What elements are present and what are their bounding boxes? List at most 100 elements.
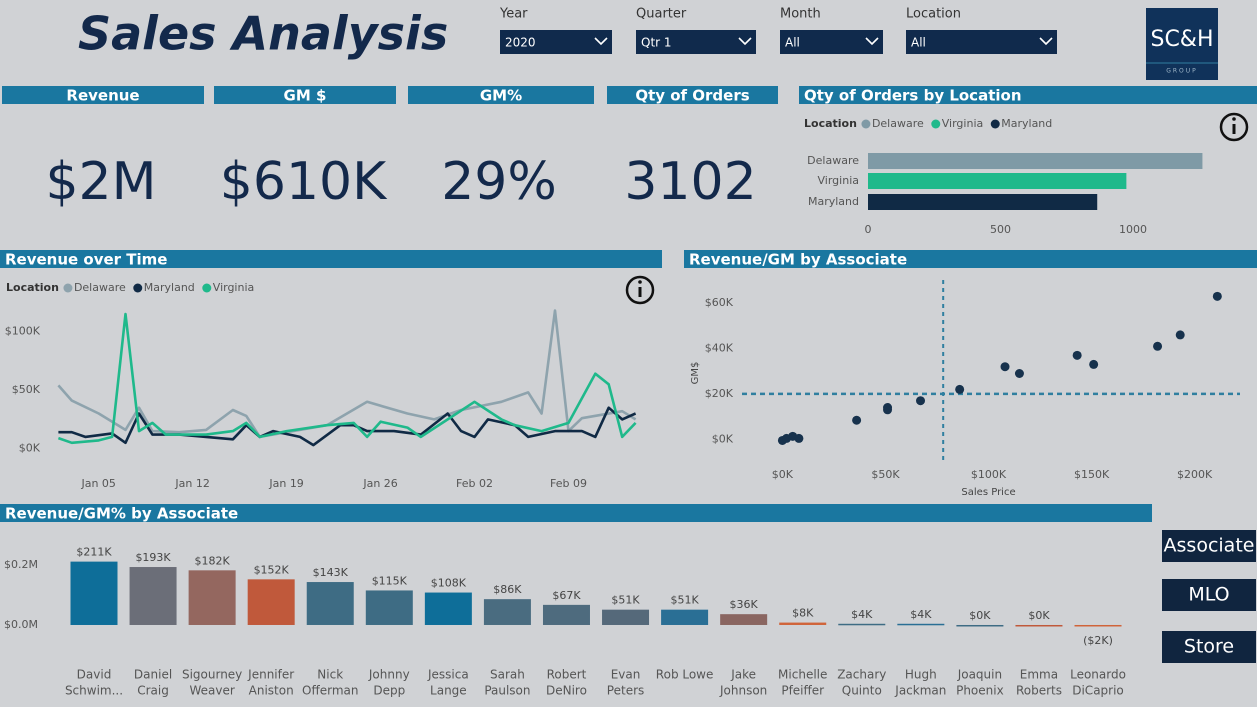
y-tick-label: $100K: [5, 325, 41, 338]
x-tick-label: DiCaprio: [1072, 684, 1124, 698]
legend-swatch: [990, 119, 1000, 129]
scatter-point: [1153, 341, 1163, 351]
legend-title: Location: [804, 117, 857, 130]
bar: [868, 173, 1127, 189]
x-tick-label: Nick: [317, 668, 343, 682]
line-series: [57, 312, 637, 445]
x-tick-label: Zachary: [837, 668, 886, 682]
kpi-header: [214, 86, 396, 104]
value-label: $182K: [195, 554, 231, 567]
bar: [70, 561, 118, 625]
filter-dropdown[interactable]: [780, 30, 883, 54]
filter-value: All: [785, 36, 800, 50]
legend-label: Delaware: [74, 281, 126, 294]
dropdown-chevron: [1039, 37, 1053, 46]
y-tick-label: $0K: [712, 432, 734, 445]
y-tick-label: $40K: [705, 342, 734, 355]
kpi-title: GM $: [284, 87, 327, 105]
bar: [424, 592, 472, 625]
x-tick-label: Schwim...: [65, 684, 123, 698]
x-tick-label: 1000: [1119, 223, 1147, 236]
value-label: $115K: [372, 574, 408, 587]
legend-title: Location: [6, 281, 59, 294]
bar: [897, 623, 945, 626]
logo-subtitle: GROUP: [1166, 68, 1198, 75]
kpi-value: 3102: [624, 152, 756, 212]
legend-swatch: [133, 283, 143, 293]
bar: [779, 622, 827, 625]
info-icon[interactable]: [625, 275, 655, 305]
x-tick-label: Sigourney: [182, 668, 242, 682]
bar: [720, 614, 768, 625]
scatter-point: [1072, 350, 1082, 360]
filter-dropdown[interactable]: [500, 30, 612, 54]
dropdown-chevron: [738, 37, 752, 46]
section-title: Revenue over Time: [5, 251, 167, 269]
x-tick-label: Phoenix: [956, 684, 1004, 698]
x-tick-label: Evan: [611, 668, 641, 682]
filter-label: Quarter: [636, 7, 687, 22]
kpi-header: [607, 86, 778, 104]
bar: [1015, 624, 1063, 627]
bar: [247, 579, 295, 625]
filter-dropdown[interactable]: [906, 30, 1057, 54]
value-label: $193K: [135, 551, 171, 564]
nav-button-label: MLO: [1188, 584, 1229, 606]
nav-button[interactable]: [1162, 631, 1256, 663]
legend-label: Delaware: [872, 117, 924, 130]
x-tick-label: Lange: [430, 684, 467, 698]
value-label: $211K: [76, 546, 112, 559]
bar: [868, 194, 1098, 210]
kpi-value: 29%: [441, 152, 557, 212]
x-tick-label: Sarah: [490, 668, 525, 682]
x-tick-label: Quinto: [842, 684, 882, 698]
kpi-value: $2M: [45, 152, 156, 212]
bar: [1074, 624, 1122, 627]
x-tick-label: Pfeiffer: [781, 684, 824, 698]
x-tick-label: DeNiro: [546, 684, 587, 698]
x-tick-label: Jackman: [894, 684, 946, 698]
kpi-title: GM%: [480, 87, 522, 105]
x-tick-label: Feb 02: [456, 477, 493, 490]
section-header: [799, 86, 1257, 104]
section-header: [0, 504, 1152, 522]
value-label: $8K: [792, 607, 814, 620]
y-tick-label: $0K: [19, 442, 41, 455]
scatter-point: [1000, 362, 1010, 372]
x-tick-label: Johnny: [368, 668, 410, 682]
bar: [838, 623, 886, 626]
scatter-point: [883, 405, 893, 415]
scatter-point: [916, 396, 926, 406]
scatter-point: [852, 415, 862, 425]
x-tick-label: Hugh: [905, 668, 937, 682]
nav-button-label: Store: [1184, 636, 1234, 658]
info-icon[interactable]: [1219, 112, 1249, 142]
y-tick-label: Delaware: [807, 154, 859, 167]
filter-label: Location: [906, 7, 961, 22]
value-label: $0K: [1028, 609, 1050, 622]
x-tick-label: Michelle: [778, 668, 827, 682]
x-tick-label: Roberts: [1016, 684, 1062, 698]
nav-button[interactable]: [1162, 530, 1256, 562]
x-tick-label: Joaquin: [957, 668, 1002, 682]
x-tick-label: Jan 19: [268, 477, 303, 490]
bar: [956, 624, 1004, 627]
x-tick-label: Offerman: [302, 684, 358, 698]
bar: [483, 599, 531, 625]
x-tick-label: Jennifer: [247, 668, 294, 682]
logo-text: SC&H: [1150, 27, 1213, 52]
legend-label: Maryland: [1001, 117, 1052, 130]
x-tick-label: 0: [865, 223, 872, 236]
nav-button-label: Associate: [1164, 535, 1255, 557]
kpi-title: Qty of Orders: [635, 87, 749, 105]
x-tick-label: Aniston: [249, 684, 294, 698]
nav-button[interactable]: [1162, 579, 1256, 611]
value-label: $4K: [851, 608, 873, 621]
section-title: Qty of Orders by Location: [804, 87, 1022, 105]
value-label: $152K: [254, 563, 290, 576]
filter-dropdown[interactable]: [636, 30, 756, 54]
y-tick-label: $20K: [705, 387, 734, 400]
x-tick-label: Depp: [373, 684, 405, 698]
